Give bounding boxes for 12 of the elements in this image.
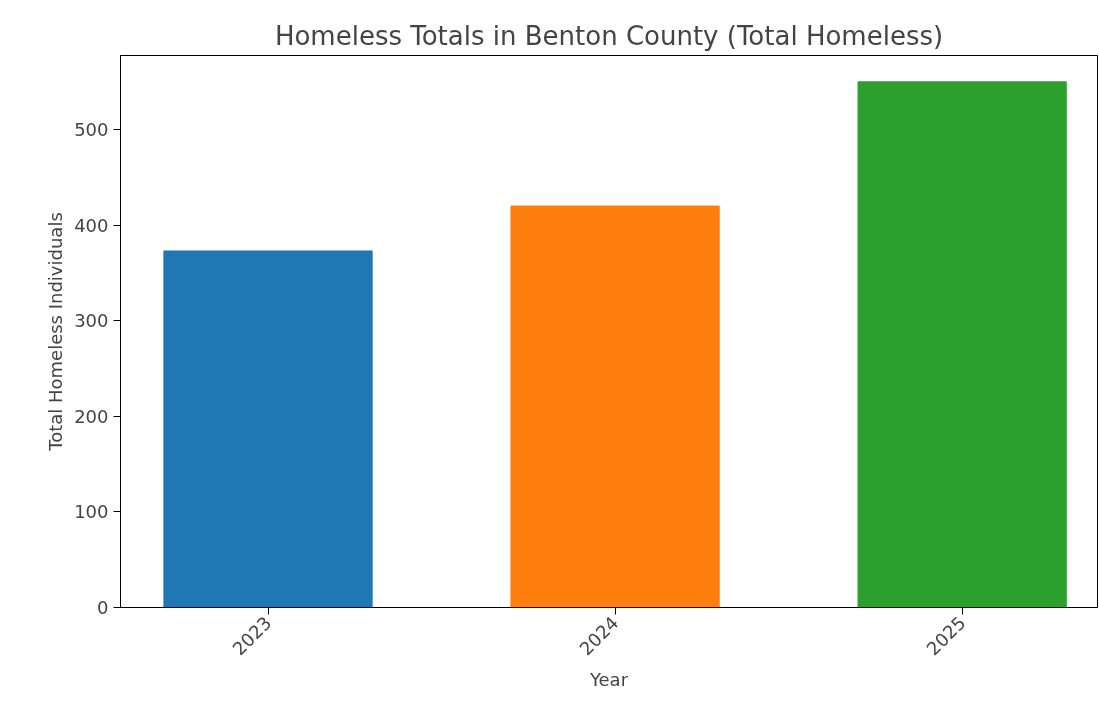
y-axis-title: Total Homeless Individuals bbox=[45, 212, 67, 452]
bar bbox=[510, 205, 720, 608]
bar bbox=[857, 81, 1067, 608]
y-tick-label: 500 bbox=[74, 119, 109, 141]
y-tick-label: 400 bbox=[74, 214, 109, 236]
y-tick-label: 200 bbox=[74, 405, 109, 427]
bar bbox=[163, 250, 373, 608]
y-tick-label: 0 bbox=[97, 597, 109, 618]
y-tick-label: 300 bbox=[74, 310, 109, 332]
y-tick-label: 100 bbox=[74, 501, 109, 523]
chart-title: Homeless Totals in Benton County (Total Homeless) bbox=[274, 20, 944, 51]
x-axis-title: Year bbox=[588, 669, 629, 691]
